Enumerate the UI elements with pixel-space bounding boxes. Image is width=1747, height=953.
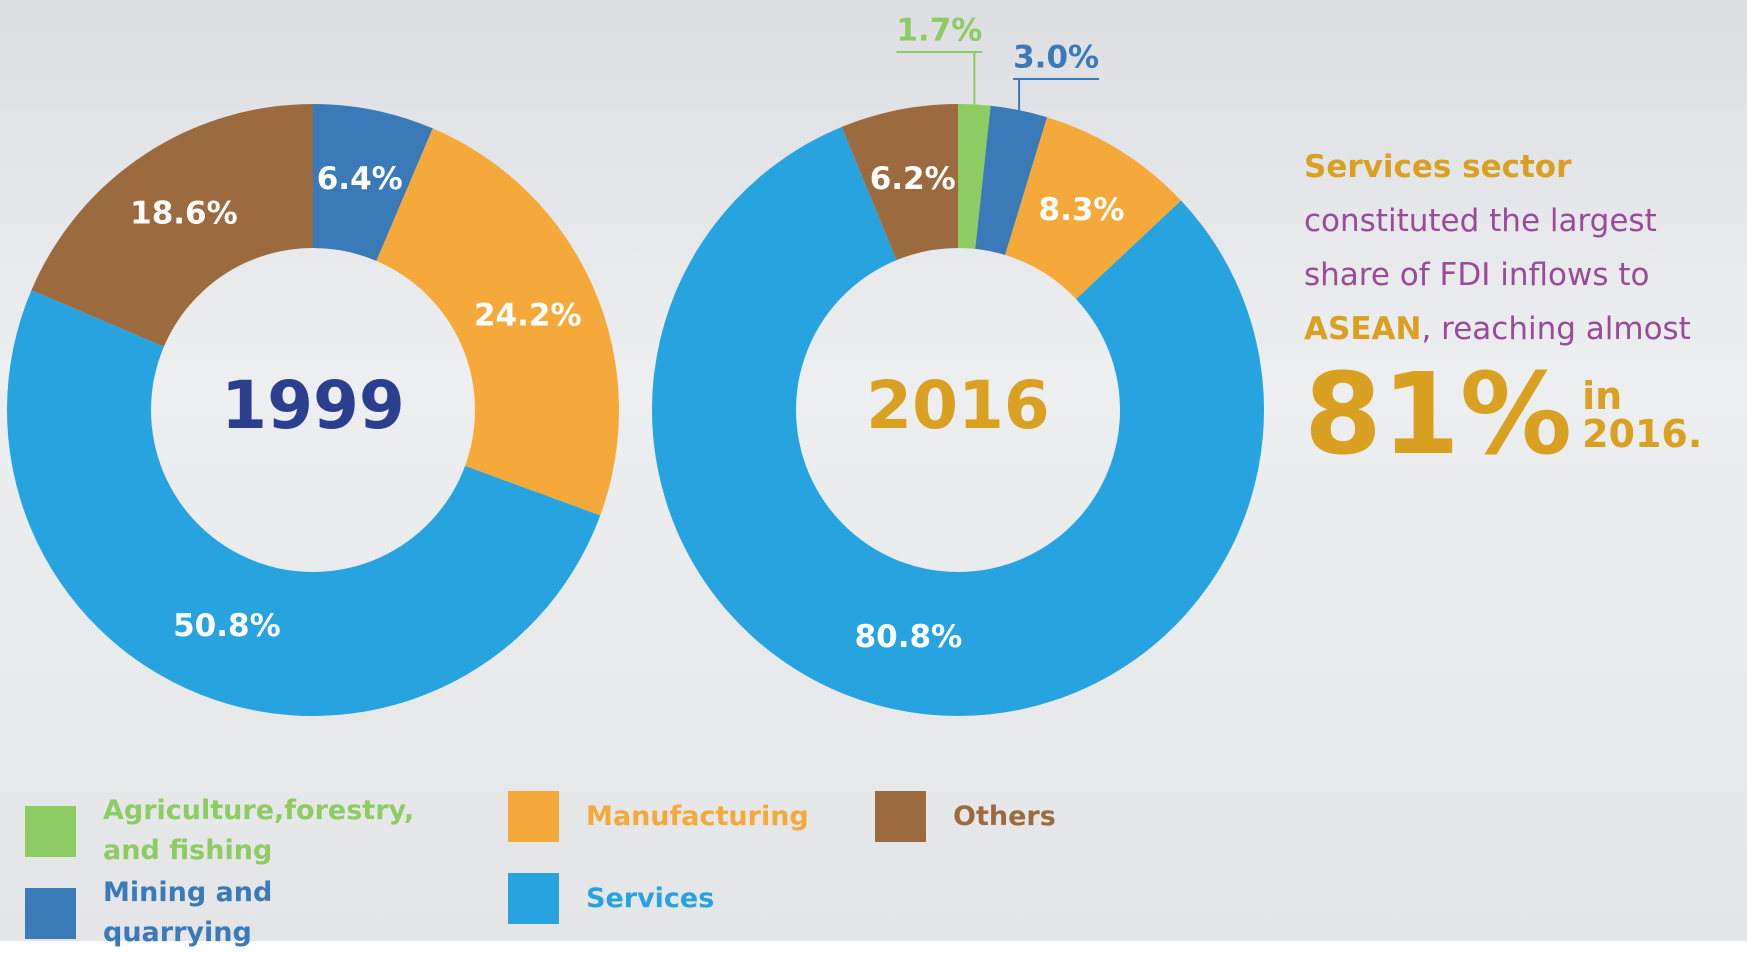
annotation: Services sector constituted the largest … bbox=[1304, 140, 1744, 470]
legend-label: Manufacturing bbox=[586, 797, 896, 837]
page: 6.4% 24.2% 50.8% 18.6% 1999 1.7% 3.0% 8.3% 80.8%… bbox=[0, 0, 1747, 941]
value-label: 3.0% bbox=[1013, 40, 1099, 76]
tail: , reaching almost bbox=[1421, 311, 1690, 347]
legend-swatch bbox=[875, 791, 926, 842]
value-label: 6.4% bbox=[317, 161, 403, 197]
value-label: 18.6% bbox=[130, 195, 238, 231]
legend-item: Services bbox=[508, 873, 896, 924]
highlight: 81% bbox=[1304, 360, 1572, 470]
value-label: 6.2% bbox=[870, 161, 956, 197]
value-label: 8.3% bbox=[1039, 192, 1125, 228]
year: 2016. bbox=[1582, 415, 1702, 453]
donut-center-label: 2016 bbox=[866, 367, 1050, 444]
legend-label: Mining and quarrying bbox=[103, 873, 413, 953]
value-label: 50.8% bbox=[173, 608, 281, 644]
legend-label: Agriculture,forestry, and fishing bbox=[103, 791, 403, 871]
value-label: 1.7% bbox=[896, 13, 982, 49]
legend-swatch bbox=[25, 888, 76, 939]
region: ASEAN bbox=[1304, 311, 1421, 347]
legend-swatch bbox=[508, 873, 559, 924]
legend-swatch bbox=[25, 806, 76, 857]
legend-swatch bbox=[508, 791, 559, 842]
legend-item: Manufacturing bbox=[508, 791, 896, 842]
legend-label: Others bbox=[953, 797, 1263, 837]
lead: Services sector bbox=[1304, 149, 1571, 185]
donut-center-label: 1999 bbox=[221, 367, 405, 444]
legend-item: Others bbox=[875, 791, 1263, 842]
value-label: 80.8% bbox=[855, 619, 963, 655]
legend-label: Services bbox=[586, 879, 896, 919]
legend-item: Agriculture,forestry, and fishing bbox=[25, 791, 403, 871]
legend-item: Mining and quarrying bbox=[25, 873, 413, 953]
in: in bbox=[1582, 377, 1702, 415]
text: constituted the largest share of FDI inf… bbox=[1304, 203, 1657, 293]
value-label: 24.2% bbox=[474, 298, 582, 334]
